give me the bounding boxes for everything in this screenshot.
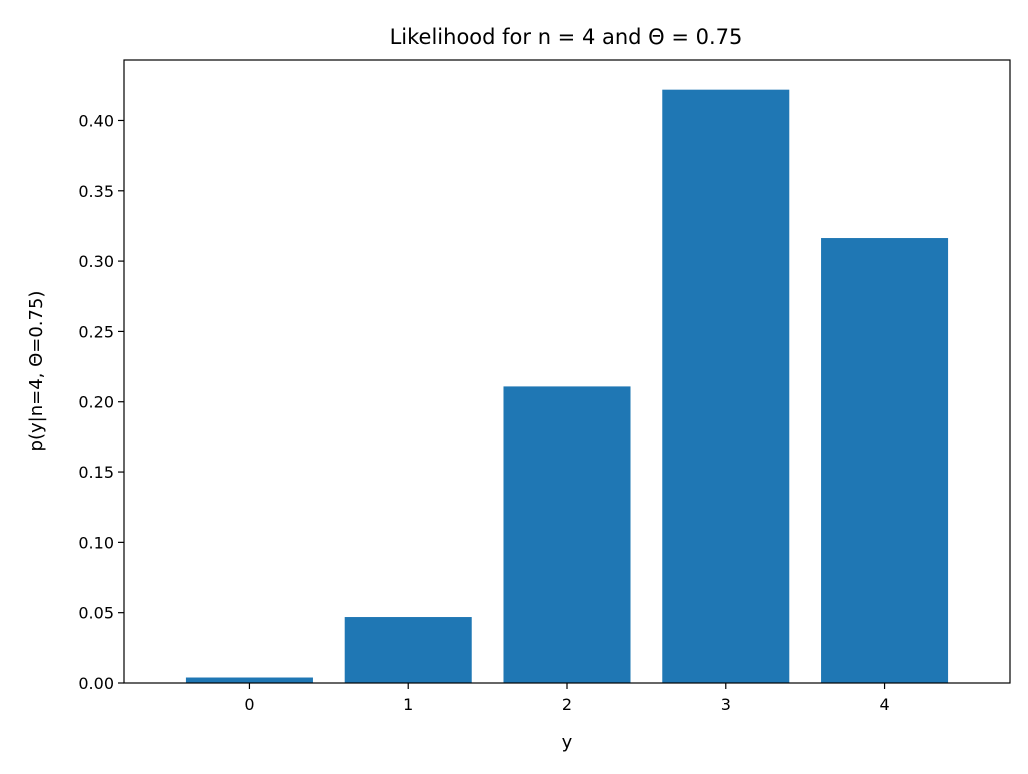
bar-3 [662, 89, 790, 684]
x-tick-label: 4 [879, 695, 889, 714]
bar-4 [821, 238, 949, 684]
chart-title: Likelihood for n = 4 and Θ = 0.75 [390, 25, 743, 49]
y-tick-label: 0.20 [78, 393, 114, 412]
x-axis-label: y [562, 732, 573, 753]
x-tick-label: 2 [562, 695, 572, 714]
bar-2 [503, 386, 631, 683]
y-tick-label: 0.10 [78, 533, 114, 552]
y-tick-label: 0.00 [78, 674, 114, 693]
x-tick-label: 0 [244, 695, 254, 714]
bar-0 [185, 677, 313, 683]
y-tick-label: 0.30 [78, 252, 114, 271]
x-tick-label: 3 [721, 695, 731, 714]
y-tick-label: 0.05 [78, 604, 114, 623]
y-tick-label: 0.25 [78, 322, 114, 341]
y-tick-label: 0.40 [78, 111, 114, 130]
bars-group [185, 89, 949, 684]
y-axis: 0.00 0.05 0.10 0.15 0.20 0.25 0.30 0.35 0.40 [78, 111, 124, 693]
x-tick-label: 1 [403, 695, 413, 714]
bar-1 [344, 617, 472, 683]
plot-frame [123, 59, 1011, 684]
y-axis-label: p(y|n=4, Θ=0.75) [26, 291, 47, 452]
y-tick-label: 0.15 [78, 463, 114, 482]
y-tick-label: 0.35 [78, 182, 114, 201]
x-axis: 0 1 2 3 4 [244, 683, 890, 714]
